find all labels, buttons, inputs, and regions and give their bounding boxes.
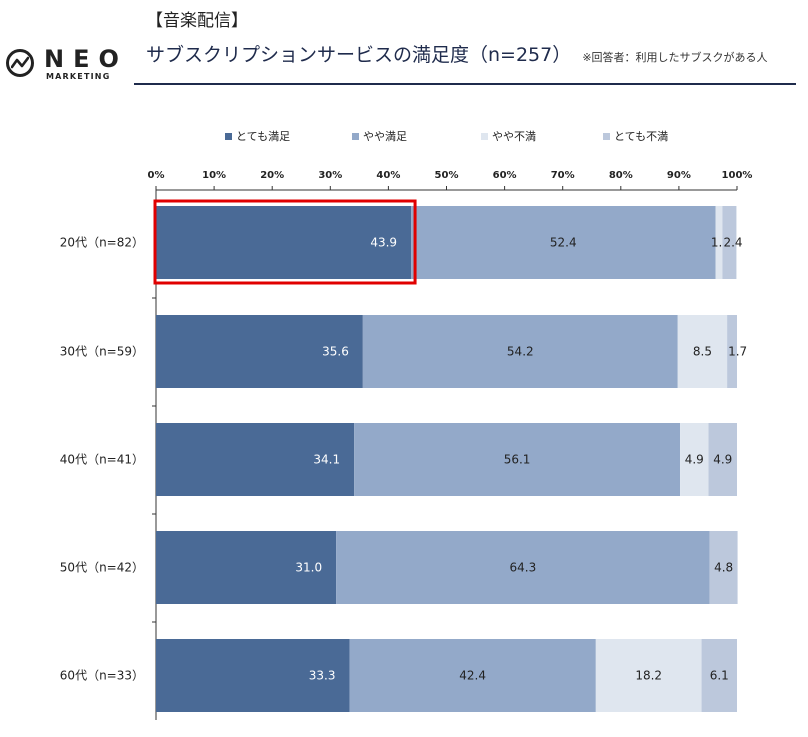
legend-label-very-dissatisfied: とても不満: [614, 130, 669, 143]
brand-subtitle: MARKETING: [46, 72, 111, 81]
legend-swatch-somewhat-satisfied: [352, 132, 359, 140]
legend-swatch-very-dissatisfied: [603, 132, 610, 140]
x-tick-label: 70%: [551, 170, 575, 181]
legend-label-very-satisfied: とても満足: [236, 130, 291, 143]
bar-segment-very-dissatisfied: [709, 531, 738, 604]
data-label-very-dissatisfied: 4.8: [714, 561, 733, 575]
highlight-box: [153, 199, 417, 285]
legend-swatch-somewhat-dissatisfied: [481, 132, 488, 140]
data-label-very-dissatisfied: 4.9: [713, 453, 732, 467]
data-label-very-satisfied: 34.1: [313, 453, 340, 467]
category-label: 20代（n=82）: [60, 236, 144, 250]
logo-wave-icon: [6, 49, 34, 77]
x-tick-label: 20%: [260, 170, 284, 181]
category-label: 60代（n=33）: [60, 669, 144, 683]
data-label-very-satisfied: 33.3: [309, 669, 336, 683]
bar-segment-somewhat-satisfied: [349, 639, 596, 712]
brand-logo: NEO MARKETING: [6, 45, 126, 85]
bar-segment-somewhat-satisfied: [354, 423, 681, 496]
legend-item-very-dissatisfied: とても不満: [603, 128, 668, 144]
category-label: 40代（n=41）: [60, 453, 144, 467]
data-label-somewhat-satisfied: 54.2: [507, 345, 534, 359]
legend-label-somewhat-dissatisfied: やや不満: [492, 130, 536, 143]
legend-label-somewhat-satisfied: やや満足: [363, 130, 407, 143]
bar-segment-somewhat-satisfied: [336, 531, 710, 604]
bar-segment-very-satisfied: [156, 423, 355, 496]
bar-segment-somewhat-dissatisfied: [595, 639, 702, 712]
data-label-somewhat-satisfied: 42.4: [459, 669, 486, 683]
bar-segment-very-dissatisfied: [708, 423, 737, 496]
data-label-very-satisfied: 31.0: [295, 561, 322, 575]
data-label-very-satisfied: 43.9: [370, 236, 397, 250]
data-label-somewhat-satisfied: 52.4: [550, 236, 577, 250]
respondent-note: ※回答者：利用したサブスクがある人: [582, 51, 768, 64]
bar-segment-somewhat-dissatisfied: [680, 423, 709, 496]
x-tick-label: 10%: [202, 170, 226, 181]
data-label-very-satisfied: 35.6: [322, 345, 349, 359]
data-label-somewhat-dissatisfied: 8.5: [693, 345, 712, 359]
bar-segment-somewhat-dissatisfied: [715, 206, 723, 279]
chart-title: サブスクリプションサービスの満足度（n=257）: [146, 44, 572, 66]
x-tick-label: 40%: [376, 170, 400, 181]
bar-segment-very-dissatisfied: [727, 315, 737, 388]
x-tick-label: 60%: [493, 170, 517, 181]
bar-segment-very-satisfied: [156, 639, 350, 712]
data-label-somewhat-satisfied: 56.1: [504, 453, 531, 467]
bar-segment-very-dissatisfied: [701, 639, 737, 712]
bar-segment-very-dissatisfied: [722, 206, 737, 279]
data-label-very-dissatisfied: 6.1: [710, 669, 729, 683]
x-tick-label: 50%: [435, 170, 459, 181]
bar-segment-very-satisfied: [156, 315, 363, 388]
x-tick-label: 30%: [318, 170, 342, 181]
bar-segment-very-satisfied: [156, 531, 337, 604]
x-tick-label: 0%: [148, 170, 165, 181]
category-label: 50代（n=42）: [60, 561, 144, 575]
x-tick-label: 90%: [667, 170, 691, 181]
data-label-somewhat-dissatisfied: 4.9: [685, 453, 704, 467]
bar-segment-very-satisfied: [156, 206, 412, 279]
x-tick-label: 80%: [609, 170, 633, 181]
bar-segment-somewhat-satisfied: [411, 206, 716, 279]
legend-item-very-satisfied: とても満足: [225, 128, 290, 144]
legend-item-somewhat-dissatisfied: やや不満: [481, 128, 536, 144]
x-tick-label: 100%: [722, 170, 753, 181]
bar-segment-somewhat-satisfied: [362, 315, 678, 388]
legend-item-somewhat-satisfied: やや満足: [352, 128, 407, 144]
data-label-very-dissatisfied: 1.7: [728, 345, 747, 359]
title-underline: [134, 83, 796, 85]
bar-segment-somewhat-dissatisfied: [677, 315, 728, 388]
data-label-somewhat-dissatisfied: 18.2: [635, 669, 662, 683]
data-label-somewhat-satisfied: 64.3: [510, 561, 537, 575]
category-label: 30代（n=59）: [60, 345, 144, 359]
chart-legend: とても満足 やや満足 やや不満 とても不満: [0, 128, 808, 144]
legend-swatch-very-satisfied: [225, 132, 232, 140]
title-row: サブスクリプションサービスの満足度（n=257） ※回答者：利用したサブスクがあ…: [146, 40, 768, 67]
data-label-very-dissatisfied: 2.4: [723, 236, 742, 250]
brand-name: NEO: [44, 45, 128, 73]
category-label: 【音楽配信】: [146, 11, 248, 31]
